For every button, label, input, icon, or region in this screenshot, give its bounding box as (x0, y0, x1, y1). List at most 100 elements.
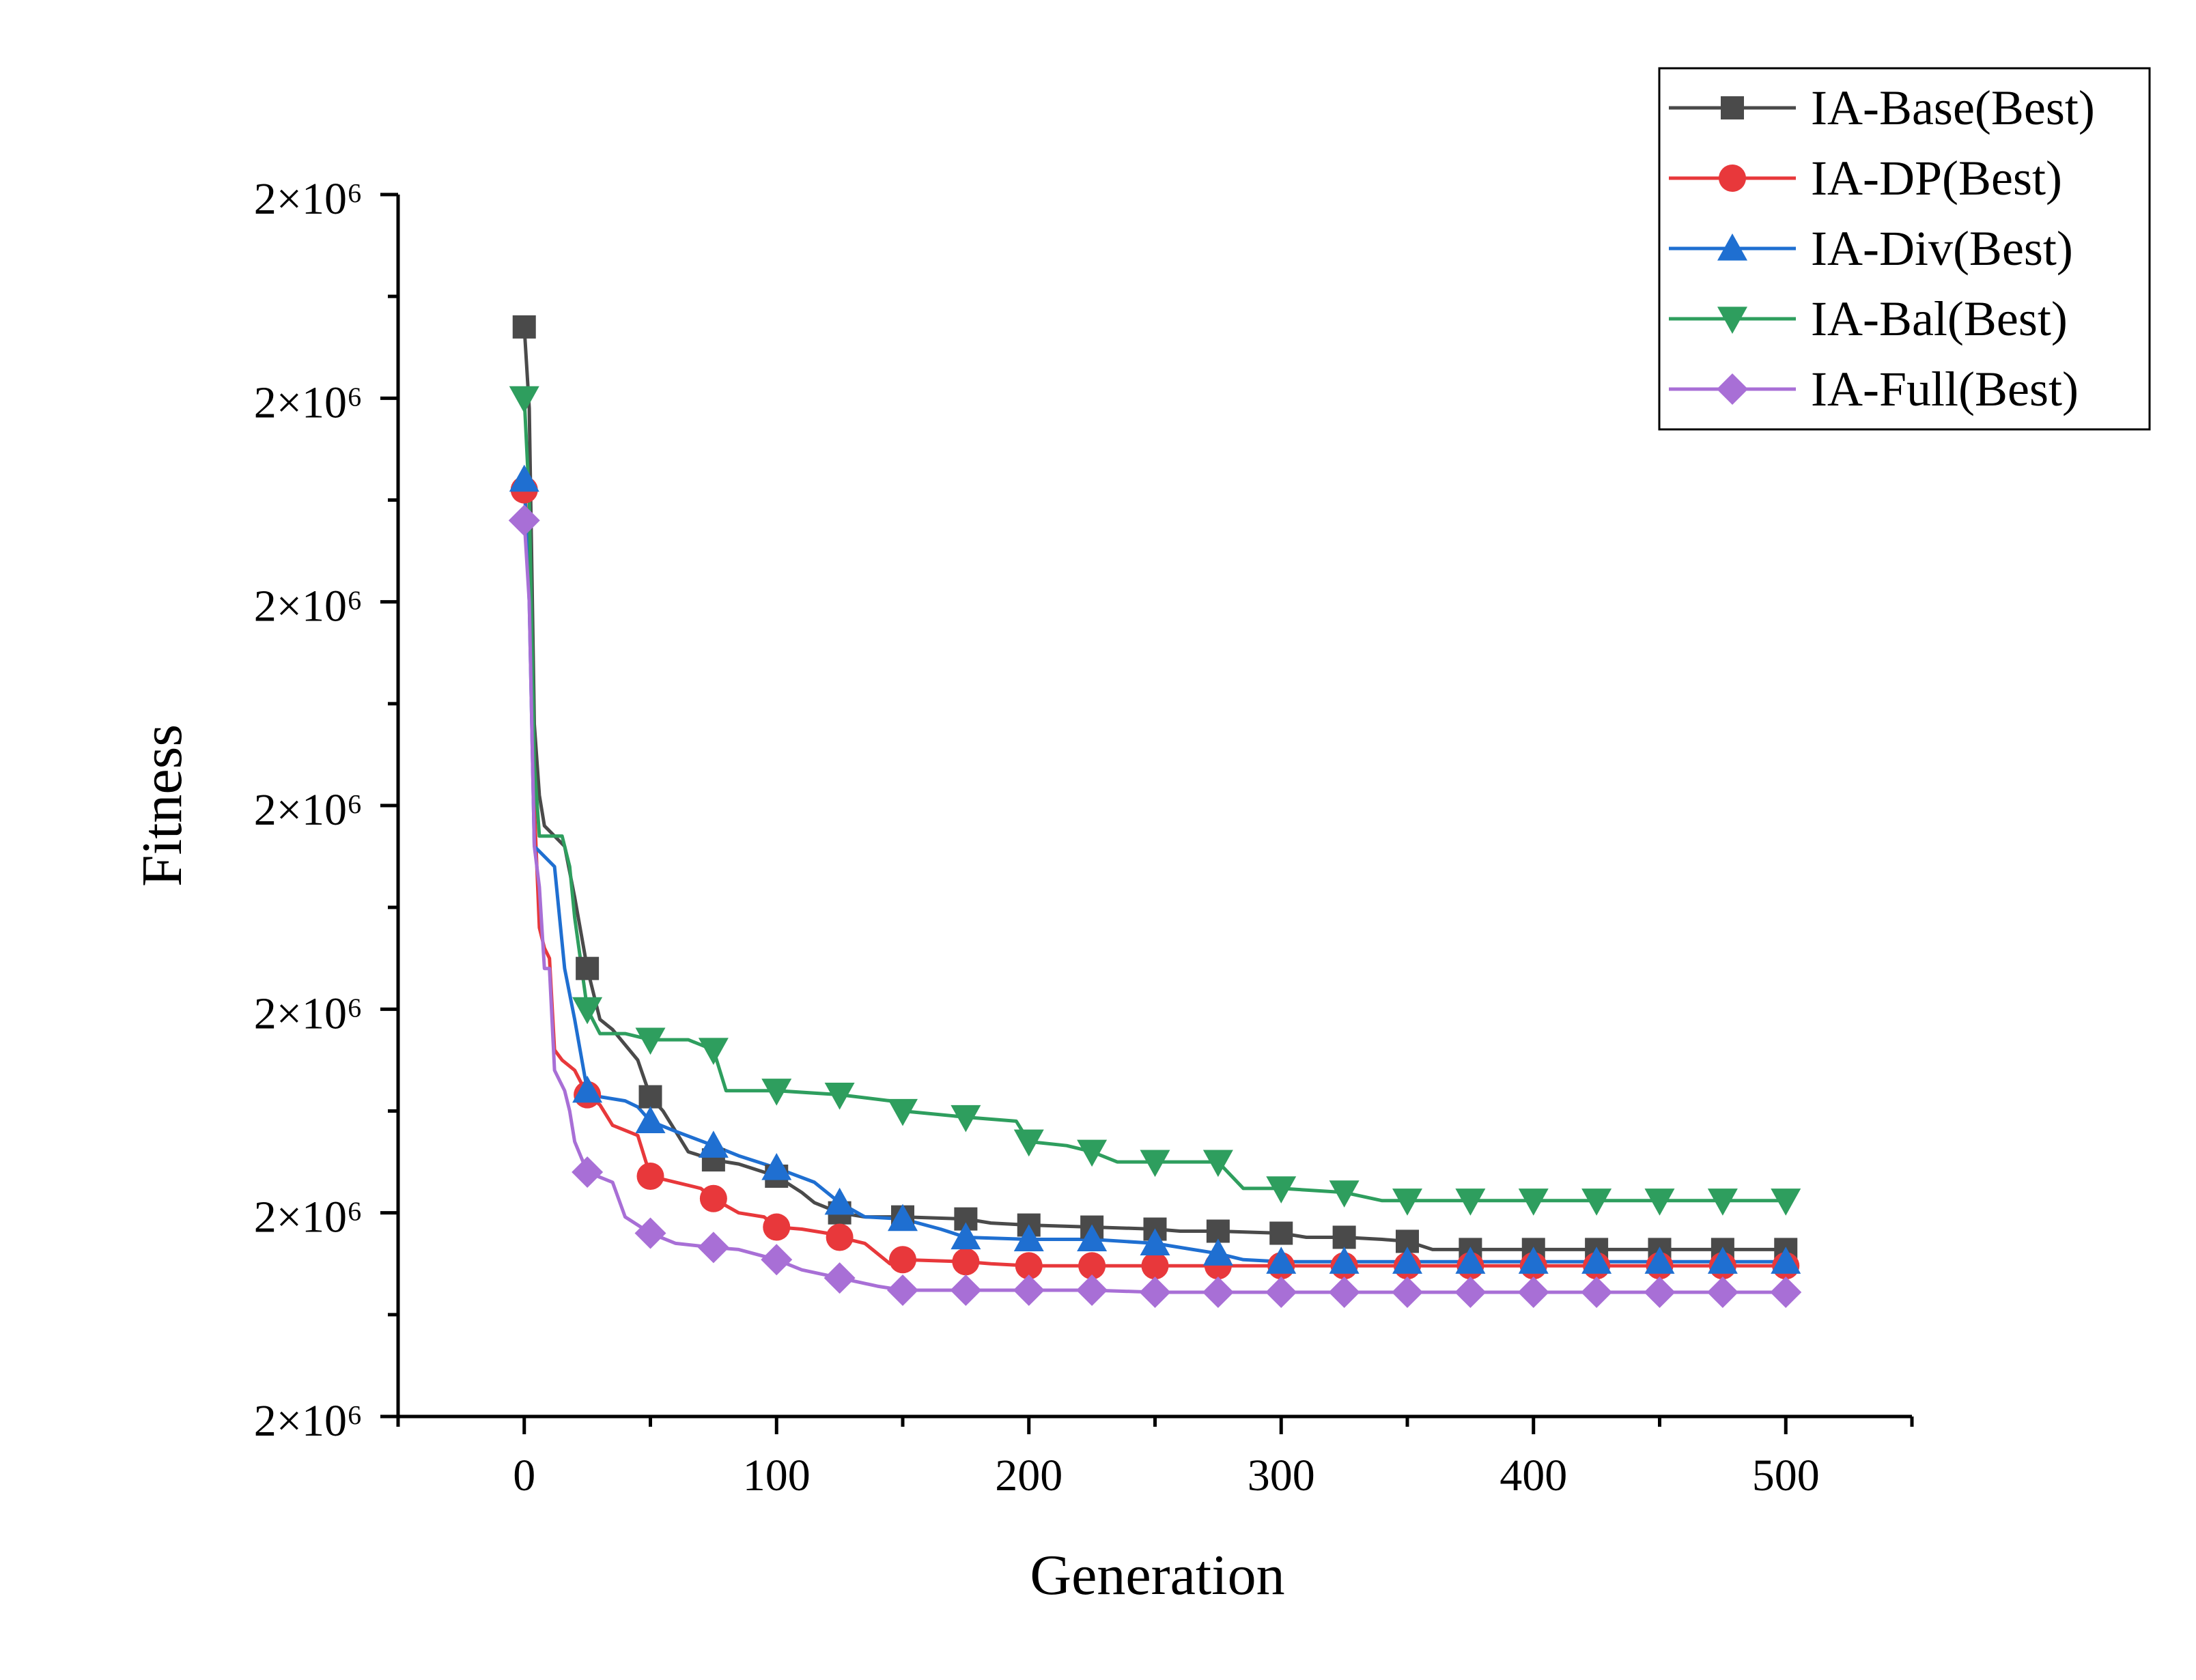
data-point-ia-div-best (635, 1106, 666, 1134)
data-point-ia-div-best (951, 1222, 981, 1250)
data-point-ia-full-best (1076, 1275, 1108, 1307)
data-point-ia-full-best (1328, 1277, 1360, 1309)
y-tick-label: 2×10⁶ (254, 1193, 363, 1242)
data-point-ia-div-best (888, 1204, 918, 1231)
series-markers (508, 315, 1802, 1309)
y-tick-label: 2×10⁶ (254, 988, 363, 1038)
data-point-ia-div-best (1202, 1238, 1233, 1266)
data-point-ia-bal-best (824, 1083, 855, 1110)
data-point-ia-full-best (887, 1275, 918, 1307)
data-point-ia-bal-best (1329, 1180, 1360, 1208)
y-tick-label: 2×10⁶ (254, 785, 363, 835)
legend-marker-ia-bal-best (1717, 307, 1747, 334)
data-point-ia-bal-best (1644, 1188, 1675, 1216)
x-tick-label: 200 (995, 1451, 1062, 1500)
data-point-ia-full-best (1392, 1277, 1423, 1309)
data-point-ia-div-best (1581, 1247, 1612, 1274)
series-line-ia-dp-best (522, 489, 1786, 1268)
data-point-ia-full-best (1706, 1277, 1738, 1309)
data-point-ia-div-best (572, 1075, 603, 1103)
data-point-ia-bal-best (1455, 1188, 1486, 1216)
data-point-ia-div-best (1013, 1224, 1044, 1252)
data-point-ia-full-best (1454, 1277, 1487, 1309)
data-point-ia-full-best (1139, 1277, 1171, 1309)
legend-marker-ia-base-best (1721, 96, 1744, 119)
data-point-ia-full-best (1644, 1277, 1676, 1309)
data-point-ia-div-best (1644, 1247, 1675, 1274)
y-tick-label: 2×10⁶ (254, 1396, 363, 1446)
y-tick-label: 2×10⁶ (254, 378, 363, 427)
data-point-ia-dp-best (636, 1162, 664, 1190)
data-point-ia-div-best (1392, 1247, 1422, 1274)
data-point-ia-full-best (1265, 1277, 1297, 1309)
data-point-ia-div-best (1077, 1224, 1108, 1252)
data-point-ia-full-best (761, 1244, 793, 1276)
series-line-ia-bal-best (522, 398, 1786, 1203)
data-point-ia-bal-best (572, 997, 603, 1025)
data-point-ia-base-best (512, 315, 536, 339)
legend-label: IA-Base(Best) (1811, 81, 2095, 135)
data-point-ia-bal-best (1518, 1188, 1549, 1216)
data-point-ia-full-best (1517, 1277, 1549, 1309)
axes: 0 100 200 300 400 500 2×10⁶ 2×10⁶ 2×10⁶ 2×10⁶ 2×10… (254, 174, 1914, 1500)
data-point-ia-bal-best (1077, 1139, 1108, 1167)
legend: IA-Base(Best) IA-DP(Best) IA-Div(Best) IA-B… (1658, 67, 2151, 431)
data-point-ia-full-best (508, 504, 540, 537)
data-point-ia-bal-best (1392, 1188, 1422, 1216)
data-point-ia-div-best (698, 1130, 729, 1158)
data-point-ia-base-best (638, 1085, 662, 1109)
data-point-ia-div-best (1455, 1247, 1486, 1274)
data-point-ia-dp-best (952, 1248, 980, 1276)
data-point-ia-div-best (824, 1187, 855, 1215)
legend-marker-ia-div-best (1717, 233, 1747, 261)
legend-label: IA-Div(Best) (1811, 221, 2073, 276)
data-point-ia-full-best (1770, 1277, 1802, 1309)
data-point-ia-bal-best (951, 1105, 981, 1133)
data-point-ia-bal-best (635, 1027, 666, 1055)
data-point-ia-bal-best (1202, 1150, 1233, 1178)
data-point-ia-div-best (1518, 1247, 1549, 1274)
y-tick-label: 2×10⁶ (254, 174, 363, 224)
data-point-ia-div-best (1707, 1247, 1738, 1274)
y-tick-label: 2×10⁶ (254, 582, 363, 631)
data-point-ia-full-best (572, 1156, 604, 1188)
data-point-ia-dp-best (763, 1213, 791, 1241)
data-point-ia-bal-best (1140, 1150, 1170, 1178)
legend-label: IA-Full(Best) (1811, 362, 2079, 416)
data-point-ia-bal-best (509, 386, 539, 414)
data-point-ia-div-best (1140, 1228, 1170, 1256)
data-point-ia-div-best (1266, 1247, 1297, 1274)
data-point-ia-bal-best (1581, 1188, 1612, 1216)
x-tick-label: 400 (1500, 1451, 1567, 1500)
data-point-ia-bal-best (1707, 1188, 1738, 1216)
data-point-ia-bal-best (761, 1079, 792, 1106)
x-tick-label: 300 (1248, 1451, 1315, 1500)
legend-marker-ia-full-best (1717, 373, 1748, 405)
data-point-ia-full-best (697, 1231, 729, 1264)
x-axis-title: Generation (1030, 1543, 1284, 1607)
data-point-ia-full-best (824, 1262, 856, 1294)
legend-label: IA-Bal(Best) (1811, 291, 2068, 346)
data-point-ia-dp-best (1015, 1252, 1043, 1280)
data-point-ia-div-best (1771, 1247, 1801, 1274)
data-point-ia-dp-best (1078, 1252, 1106, 1280)
data-point-ia-base-best (1332, 1225, 1356, 1249)
data-point-ia-full-best (1013, 1275, 1045, 1307)
data-point-ia-base-best (576, 956, 600, 980)
data-point-ia-bal-best (698, 1038, 729, 1065)
data-point-ia-div-best (509, 464, 539, 492)
data-point-ia-bal-best (1266, 1176, 1297, 1204)
data-point-ia-dp-best (1141, 1252, 1169, 1280)
x-tick-label: 500 (1752, 1451, 1820, 1500)
legend-label: IA-DP(Best) (1811, 151, 2062, 205)
data-point-ia-full-best (634, 1217, 666, 1249)
data-point-ia-bal-best (1771, 1188, 1801, 1216)
series-line-ia-base-best (522, 326, 1786, 1251)
x-tick-label: 100 (743, 1451, 811, 1500)
data-point-ia-full-best (950, 1275, 982, 1307)
legend-marker-ia-dp-best (1719, 165, 1746, 192)
x-tick-label: 0 (513, 1451, 535, 1500)
y-axis-title: Fitness (130, 724, 194, 887)
data-point-ia-div-best (761, 1153, 792, 1180)
